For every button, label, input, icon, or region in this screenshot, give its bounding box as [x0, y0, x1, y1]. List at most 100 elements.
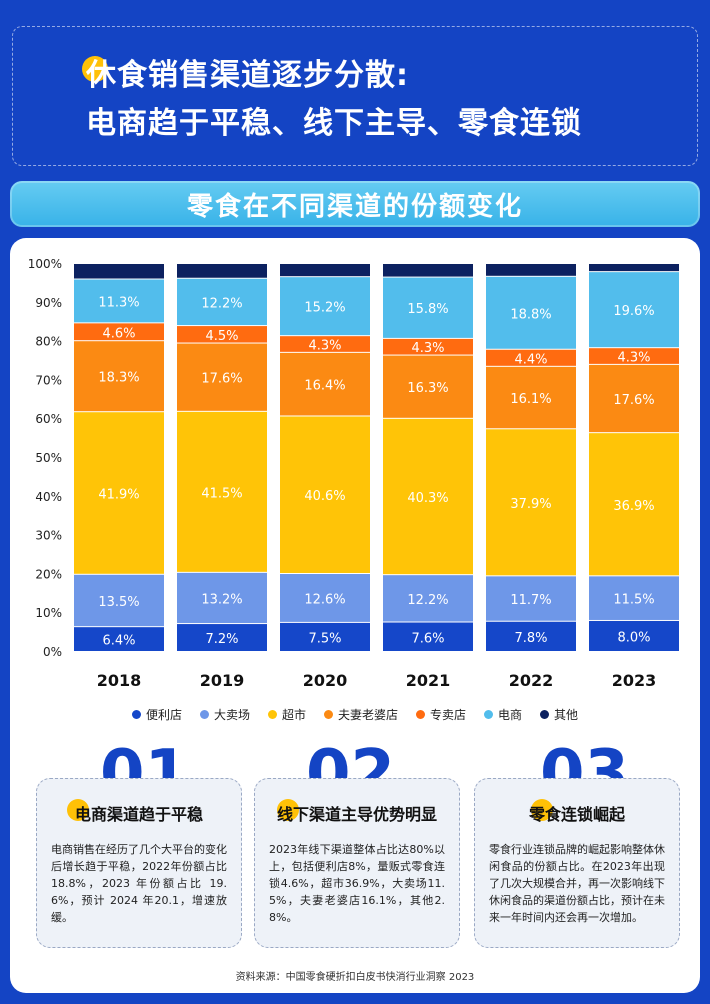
- bar-data-label: 4.3%: [411, 341, 444, 356]
- legend-dot: [323, 709, 333, 719]
- bar-segment-2020-2: [280, 416, 370, 574]
- card-title: 线下渠道主导优势明显: [269, 799, 445, 825]
- card-text: 零食行业连锁品牌的崛起影响整体休闲食品的份额占比。在2023年出现了几次大规模合…: [489, 843, 665, 924]
- bar-segment-2020-5: [280, 277, 370, 336]
- bar-data-label: 16.1%: [510, 392, 551, 407]
- bar-segment-2019-1: [177, 572, 267, 624]
- y-tick-label: 0%: [43, 645, 62, 659]
- legend-item: 其他: [540, 706, 578, 723]
- legend-label: 超市: [281, 707, 306, 722]
- bar-data-label: 11.7%: [510, 593, 551, 608]
- bar-segment-2021-5: [383, 277, 473, 338]
- bar-segment-2022-3: [486, 366, 576, 429]
- bar-segment-2023-2: [589, 433, 679, 576]
- legend-label: 便利店: [145, 707, 182, 722]
- legend-label: 电商: [498, 707, 523, 722]
- bar-data-label: 15.2%: [304, 301, 345, 316]
- bar-segment-2019-0: [177, 624, 267, 651]
- bar-segment-2020-1: [280, 574, 370, 622]
- x-tick-label: 2020: [303, 671, 348, 690]
- y-tick-label: 10%: [35, 606, 62, 620]
- card-title-first-char: 线: [276, 805, 293, 824]
- stacked-bar-chart: 0% 10% 20% 30% 40% 50% 60% 70% 80% 90% 100% 6.4% 13.…: [28, 257, 679, 690]
- bar-segment-2023-4: [589, 348, 679, 364]
- x-tick-label: 2021: [406, 671, 451, 690]
- bar-segment-2018-2: [74, 412, 164, 574]
- legend-item: 便利店: [131, 706, 182, 723]
- bar-data-label: 41.9%: [98, 488, 139, 503]
- title-highlight-dot: [277, 799, 299, 821]
- bar-data-label: 11.5%: [613, 593, 654, 608]
- bar-data-label: 18.8%: [510, 307, 551, 322]
- bar-segment-2018-3: [74, 341, 164, 412]
- legend-item: 电商: [484, 706, 522, 723]
- bar-data-label: 40.3%: [407, 491, 448, 506]
- bar-data-label: 13.5%: [98, 595, 139, 610]
- card-snack-chain: 零食连锁崛起 零食行业连锁品牌的崛起影响整体休闲食品的份额占比。在2023年出现…: [474, 778, 680, 948]
- bar-segment-2019-2: [177, 411, 267, 572]
- bar-segment-2022-0: [486, 621, 576, 651]
- bar-data-label: 4.6%: [102, 326, 135, 341]
- x-tick-label: 2019: [200, 671, 245, 690]
- bar-segment-2021-1: [383, 575, 473, 622]
- bar-segment-2021-3: [383, 355, 473, 418]
- legend-label: 专卖店: [430, 707, 467, 722]
- title-highlight-dot: [531, 799, 553, 821]
- bar-segment-2019-5: [177, 278, 267, 326]
- bar-segment-2021-6: [383, 264, 473, 277]
- bar-segment-2021-2: [383, 418, 473, 575]
- card-number-2: 02: [306, 742, 396, 782]
- bar-segment-2020-0: [280, 622, 370, 651]
- card-number-1: 01: [100, 742, 190, 782]
- bar-segment-2020-4: [280, 336, 370, 352]
- bar-data-label: 12.6%: [304, 592, 345, 607]
- bar-segment-2019-3: [177, 343, 267, 411]
- bar-data-label: 17.6%: [613, 393, 654, 408]
- header-box: [12, 26, 698, 166]
- chart-legend: 便利店 大卖场 超市 夫妻老婆店 专卖店 电商 其他: [10, 704, 700, 724]
- bar-segment-2023-1: [589, 576, 679, 620]
- bar-data-label: 41.5%: [201, 486, 242, 501]
- bar-segment-2023-0: [589, 620, 679, 651]
- card-text: 2023年线下渠道整体占比达80%以上，包括便利店8%，量贩式零食连锁4.6%，…: [269, 843, 445, 924]
- bar-data-label: 7.5%: [308, 631, 341, 646]
- bar-data-label: 12.2%: [407, 593, 448, 608]
- bar-data-label: 7.2%: [205, 632, 238, 647]
- bar-segment-2019-6: [177, 264, 267, 278]
- y-tick-label: 90%: [35, 296, 62, 310]
- card-title-rest: 商渠道趋于平稳: [91, 805, 204, 824]
- y-tick-label: 100%: [28, 257, 62, 271]
- legend-item: 超市: [267, 706, 306, 723]
- bar-data-label: 40.6%: [304, 489, 345, 504]
- bar-data-label: 4.3%: [617, 351, 650, 366]
- y-tick-label: 50%: [35, 451, 62, 465]
- bar-segment-2023-6: [589, 264, 679, 272]
- legend-item: 夫妻老婆店: [323, 706, 398, 723]
- bar-data-label: 16.3%: [407, 381, 448, 396]
- bar-segment-2023-5: [589, 272, 679, 348]
- y-tick-label: 80%: [35, 335, 62, 349]
- bar-segment-2022-5: [486, 276, 576, 349]
- bar-segment-2022-2: [486, 429, 576, 576]
- legend-dot: [484, 709, 494, 719]
- bar-data-label: 12.2%: [201, 296, 242, 311]
- legend-dot: [416, 709, 425, 719]
- legend-label: 大卖场: [213, 707, 250, 722]
- legend-item: 大卖场: [199, 706, 250, 723]
- x-tick-label: 2022: [509, 671, 554, 690]
- header-highlight-dot: [82, 56, 108, 82]
- bar-segment-2022-4: [486, 349, 576, 366]
- card-title-first-char: 零: [528, 805, 545, 824]
- header-title-line-1: 休食销售渠道逐步分散:: [86, 58, 409, 93]
- bar-data-label: 4.3%: [308, 339, 341, 354]
- legend-dot: [267, 709, 277, 719]
- legend-label: 其他: [554, 707, 579, 722]
- card-offline: 线下渠道主导优势明显 2023年线下渠道整体占比达80%以上，包括便利店8%，量…: [254, 778, 460, 948]
- legend-dot: [131, 709, 141, 719]
- bar-data-label: 18.3%: [98, 371, 139, 386]
- card-number-3: 03: [540, 742, 630, 782]
- bar-segment-2018-6: [74, 264, 164, 279]
- y-tick-label: 20%: [35, 567, 62, 581]
- y-tick-label: 30%: [35, 529, 62, 543]
- x-tick-label: 2023: [612, 671, 657, 690]
